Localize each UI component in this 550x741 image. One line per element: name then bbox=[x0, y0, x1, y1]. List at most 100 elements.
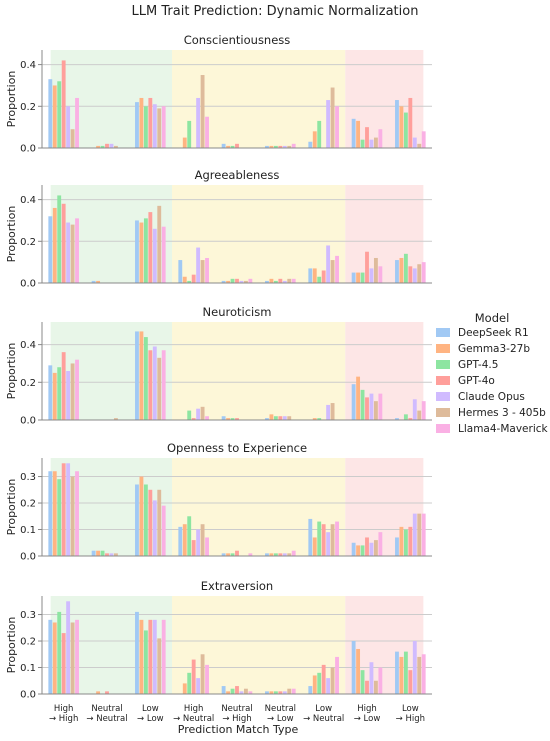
bar bbox=[161, 505, 166, 556]
y-axis-label: Proportion bbox=[5, 343, 18, 400]
bar bbox=[351, 542, 356, 556]
bar bbox=[326, 404, 331, 420]
bar bbox=[196, 529, 201, 556]
bar bbox=[200, 75, 205, 148]
bar bbox=[269, 691, 274, 694]
bar bbox=[360, 139, 365, 148]
x-tick-label: Neutral → High bbox=[221, 704, 252, 724]
bar bbox=[265, 418, 269, 420]
bar bbox=[330, 403, 335, 420]
bar bbox=[152, 619, 157, 694]
bar bbox=[100, 550, 105, 556]
bar bbox=[96, 145, 101, 148]
bar bbox=[135, 484, 139, 556]
bar bbox=[312, 268, 317, 283]
x-tick-label: Low → Neutral bbox=[303, 704, 344, 724]
bar bbox=[113, 145, 118, 148]
bar bbox=[417, 513, 422, 556]
bar bbox=[412, 641, 417, 694]
panel-title: Neuroticism bbox=[203, 305, 272, 319]
bar bbox=[57, 367, 62, 420]
bar bbox=[265, 691, 269, 694]
y-tick-label: 0.4 bbox=[20, 60, 36, 71]
bar bbox=[187, 672, 192, 694]
panel-title: Extraversion bbox=[201, 579, 273, 593]
bar bbox=[205, 416, 209, 420]
bar bbox=[135, 220, 139, 283]
bar bbox=[312, 131, 317, 148]
bar bbox=[360, 272, 365, 283]
bar bbox=[408, 670, 413, 694]
bar bbox=[239, 280, 244, 283]
bar bbox=[152, 104, 157, 148]
bar bbox=[221, 553, 226, 556]
bar bbox=[373, 540, 378, 556]
bar bbox=[287, 145, 292, 148]
bar bbox=[200, 524, 205, 556]
bar bbox=[96, 691, 101, 694]
legend: Model DeepSeek R1 Gemma3-27b GPT-4.5 GPT-4o… bbox=[436, 311, 549, 435]
bar bbox=[157, 357, 162, 420]
bar bbox=[412, 399, 417, 420]
bar bbox=[351, 384, 356, 420]
bar bbox=[269, 278, 274, 283]
bar bbox=[417, 143, 422, 148]
bar bbox=[221, 280, 226, 283]
bar bbox=[66, 601, 71, 694]
bar bbox=[139, 97, 144, 148]
x-tick-label: Neutral → Low bbox=[265, 704, 296, 724]
bar bbox=[282, 416, 287, 420]
bar bbox=[187, 120, 192, 148]
bar bbox=[205, 537, 209, 556]
bar bbox=[326, 245, 331, 283]
bar bbox=[421, 654, 426, 694]
bar bbox=[278, 691, 283, 694]
bar bbox=[148, 619, 153, 694]
legend-title: Model bbox=[475, 311, 510, 325]
bar bbox=[61, 352, 66, 420]
bar bbox=[187, 280, 192, 283]
bar bbox=[205, 664, 209, 694]
bar bbox=[157, 638, 162, 694]
bar bbox=[235, 278, 239, 283]
figure-title: LLM Trait Prediction: Dynamic Normalizat… bbox=[132, 4, 419, 19]
y-tick-label: 0.0 bbox=[20, 552, 36, 563]
bar bbox=[66, 371, 71, 420]
bar bbox=[61, 463, 66, 556]
bar bbox=[157, 205, 162, 283]
legend-label: Llama4-Maverick bbox=[458, 423, 549, 435]
bar bbox=[330, 524, 335, 556]
bar bbox=[317, 672, 322, 694]
bar bbox=[265, 553, 269, 556]
bar bbox=[421, 131, 426, 148]
bar bbox=[235, 550, 239, 556]
bar bbox=[417, 656, 422, 694]
bar bbox=[148, 350, 153, 420]
bar bbox=[291, 688, 296, 694]
bar bbox=[278, 416, 283, 420]
bar bbox=[317, 418, 322, 420]
bar bbox=[196, 408, 201, 420]
bar bbox=[48, 79, 53, 148]
y-tick-label: 0.0 bbox=[20, 279, 36, 290]
bar bbox=[403, 414, 408, 420]
bar bbox=[57, 195, 62, 283]
bar bbox=[182, 276, 187, 283]
bar bbox=[308, 686, 313, 694]
bar bbox=[282, 145, 287, 148]
bar bbox=[182, 683, 187, 694]
bar bbox=[308, 268, 313, 283]
bar bbox=[205, 257, 209, 283]
bar bbox=[408, 526, 413, 556]
bar bbox=[182, 137, 187, 148]
bar bbox=[312, 537, 317, 556]
bar bbox=[326, 678, 331, 694]
bar bbox=[403, 253, 408, 283]
bar bbox=[191, 659, 196, 694]
bar bbox=[265, 280, 269, 283]
bar bbox=[287, 416, 292, 420]
bar bbox=[235, 143, 239, 148]
y-tick-label: 0.2 bbox=[20, 499, 36, 510]
bar bbox=[395, 651, 399, 694]
